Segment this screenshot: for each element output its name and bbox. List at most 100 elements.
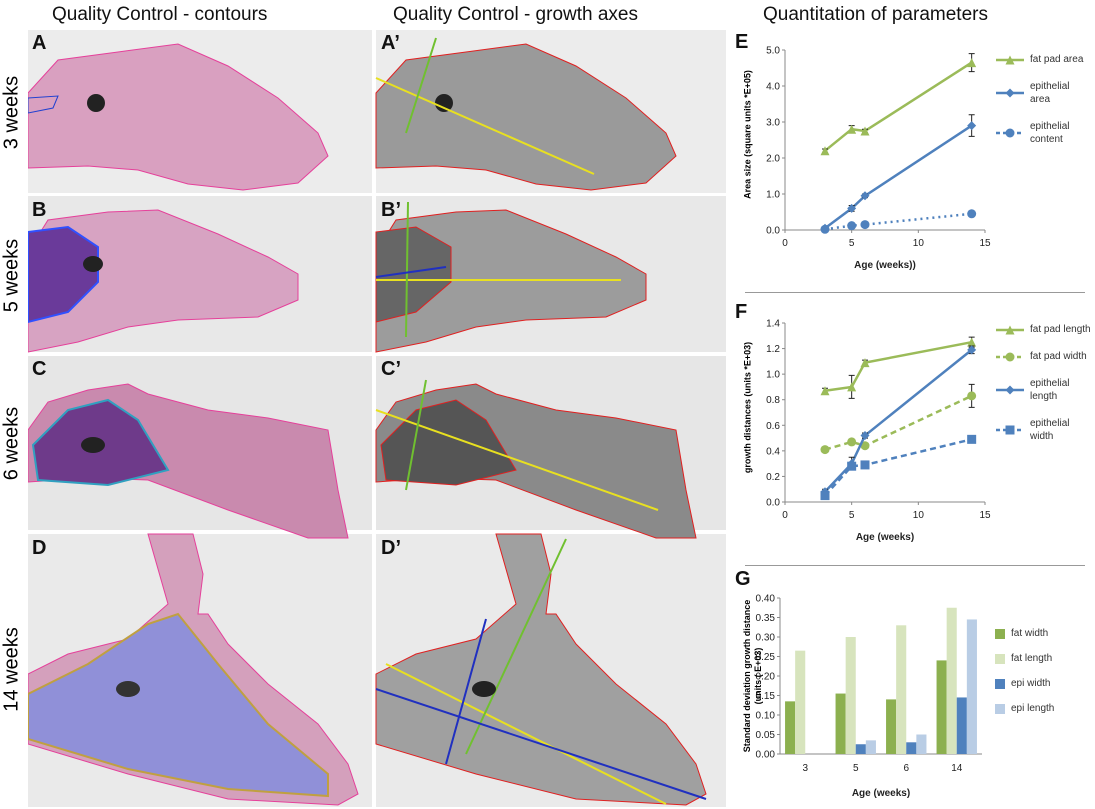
marker xyxy=(967,209,977,219)
marker xyxy=(847,203,857,213)
marker xyxy=(820,224,830,234)
legend-entry: fat pad width xyxy=(995,350,1092,363)
x-tick-label: 10 xyxy=(913,238,925,249)
marker xyxy=(820,146,830,156)
marker xyxy=(860,126,870,136)
legend-swatch xyxy=(995,703,1005,714)
bar xyxy=(865,740,876,754)
panel-letter: C’ xyxy=(381,358,401,380)
x-axis-label: Age (weeks) xyxy=(856,532,914,543)
legend-entry: fat width xyxy=(995,627,1073,640)
marker xyxy=(967,345,977,355)
series-line xyxy=(824,124,973,230)
bar xyxy=(956,697,967,754)
bar xyxy=(855,744,866,754)
bar xyxy=(845,637,856,754)
legend-label: epi length xyxy=(1011,703,1055,714)
marker xyxy=(860,431,870,441)
y-tick-label: 4.0 xyxy=(766,82,780,93)
y-axis-label: Standard deviation growth distance (unit… xyxy=(742,599,763,753)
legend-box xyxy=(995,628,1005,639)
y-tick-label: 0.00 xyxy=(756,750,776,761)
legend-swatch xyxy=(996,128,1024,138)
chart-panel: E 0.0 1.0 2.0 3.0 4.0 5.0 Age (weeks)) 0 5 10 15 Are… xyxy=(730,31,1095,293)
y-tick-label: 0.05 xyxy=(756,730,776,741)
series-line xyxy=(824,348,973,493)
marker xyxy=(847,461,857,471)
marker xyxy=(847,437,857,447)
legend-label: fat width xyxy=(1011,628,1049,639)
y-tick-label: 0.10 xyxy=(756,711,776,722)
panel-letter: D xyxy=(32,537,47,559)
legend-label: epi width xyxy=(1011,678,1051,689)
y-tick-label: 0.2 xyxy=(766,472,780,483)
marker xyxy=(860,460,870,470)
legend: fat pad length fat pad width epithelial le… xyxy=(995,323,1092,457)
legend-entry: epithelial length xyxy=(995,377,1092,403)
y-tick-label: 1.0 xyxy=(766,190,780,201)
legend-entry: epithelial width xyxy=(995,417,1092,443)
panel-letter: G xyxy=(735,568,751,590)
y-tick-label: 0.4 xyxy=(766,446,780,457)
legend-swatch xyxy=(995,653,1005,664)
legend-entry: fat pad length xyxy=(995,323,1092,336)
y-tick-label: 0.0 xyxy=(766,226,780,237)
panel-letter: D’ xyxy=(381,537,401,559)
chart-panel: F 0.0 0.2 0.4 0.6 0.8 1.0 1.2 1.4 Age (weeks) 0 5 10… xyxy=(730,301,1095,563)
legend-swatch xyxy=(996,385,1024,395)
legend-swatch xyxy=(996,425,1024,435)
x-tick-label: 3 xyxy=(802,763,808,774)
marker xyxy=(860,220,870,230)
bar xyxy=(966,619,977,754)
x-tick-label: 15 xyxy=(979,238,991,249)
y-tick-label: 1.2 xyxy=(766,344,780,355)
marker xyxy=(820,386,830,396)
legend-swatch xyxy=(995,628,1005,639)
legend-entry: epi width xyxy=(995,677,1073,690)
marker xyxy=(847,382,857,392)
y-tick-label: 3.0 xyxy=(766,118,780,129)
marker xyxy=(967,337,977,347)
legend: fat pad area epithelial area epithelial co… xyxy=(995,53,1092,160)
micrographs xyxy=(28,30,726,807)
legend-label: fat pad area xyxy=(1030,54,1084,65)
legend-label: fat pad width xyxy=(1030,351,1087,362)
marker xyxy=(1005,325,1015,334)
separator xyxy=(745,292,1085,293)
panel-letter: A xyxy=(32,32,47,54)
y-tick-label: 2.0 xyxy=(766,154,780,165)
y-tick-label: 1.4 xyxy=(766,319,780,330)
legend-label: epithelial area xyxy=(1030,81,1070,105)
bar xyxy=(886,699,897,754)
legend-entry: fat length xyxy=(995,652,1073,665)
marker xyxy=(860,358,870,368)
x-tick-label: 10 xyxy=(913,510,925,521)
marker xyxy=(967,58,977,68)
marker xyxy=(1005,55,1015,64)
marker xyxy=(1005,128,1015,138)
chart: 0.00 0.05 0.10 0.15 0.20 0.25 0.30 0.35 0.40 Age … xyxy=(756,594,982,799)
legend-swatch xyxy=(996,325,1024,334)
y-tick-label: 0.25 xyxy=(756,652,776,663)
marker xyxy=(820,491,830,501)
bar xyxy=(795,650,806,754)
separator xyxy=(745,565,1085,566)
panel-letter: E xyxy=(735,31,749,53)
bar xyxy=(946,607,957,754)
legend-label: fat length xyxy=(1011,653,1053,664)
series-line xyxy=(824,340,972,393)
bar xyxy=(906,742,917,754)
panel-letter: C xyxy=(32,358,47,380)
x-tick-label: 0 xyxy=(782,238,788,249)
bar xyxy=(916,734,927,754)
y-tick-label: 1.0 xyxy=(766,370,780,381)
x-tick-label: 5 xyxy=(849,238,855,249)
x-axis-label: Age (weeks)) xyxy=(854,260,916,271)
marker xyxy=(967,434,977,444)
chart: 0.0 0.2 0.4 0.6 0.8 1.0 1.2 1.4 Age (weeks) 0 5 10 1… xyxy=(766,319,991,544)
x-tick-label: 6 xyxy=(903,763,909,774)
marker xyxy=(847,124,857,134)
x-tick-label: 0 xyxy=(782,510,788,521)
legend-swatch xyxy=(996,55,1024,64)
y-tick-label: 0.35 xyxy=(756,613,776,624)
